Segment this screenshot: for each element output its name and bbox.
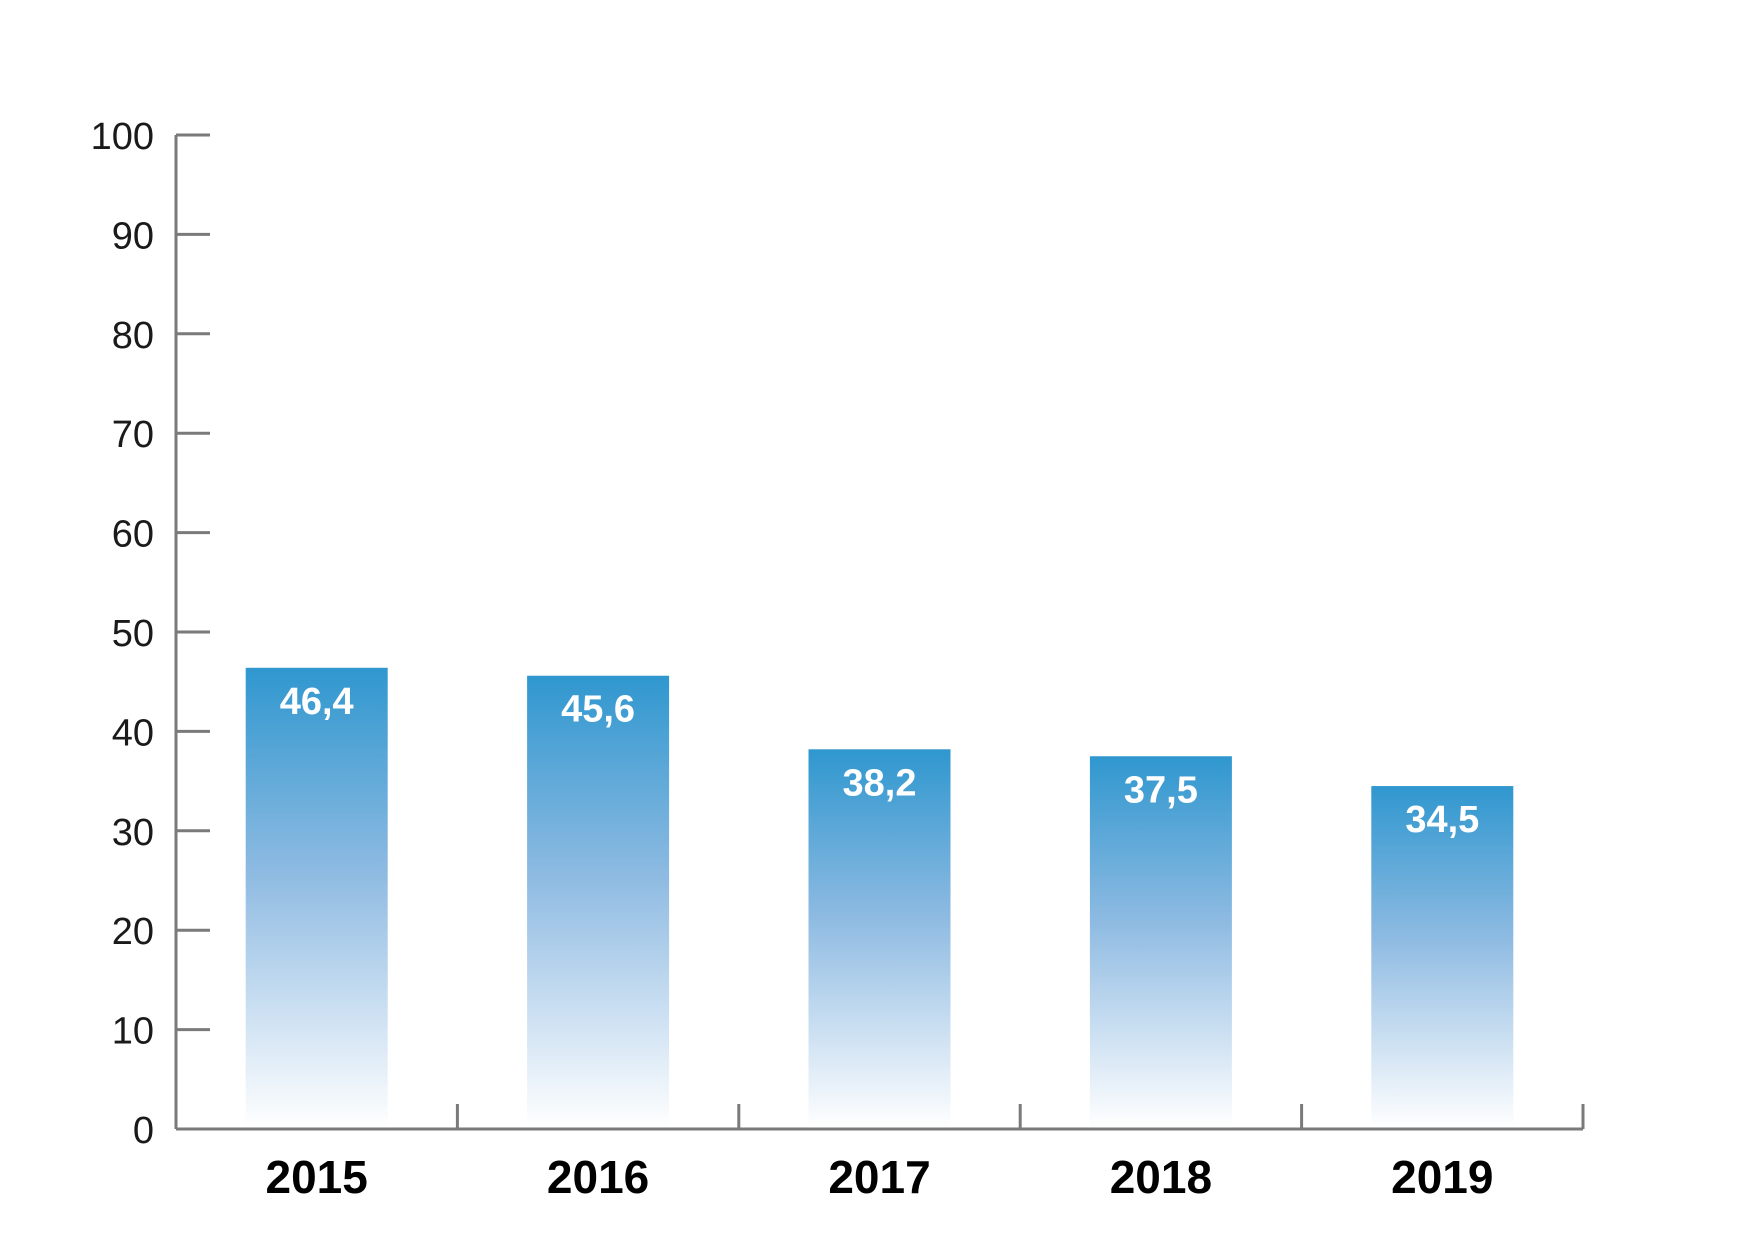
y-tick-label: 50 <box>112 613 154 655</box>
data-label: 46,4 <box>280 681 354 723</box>
y-tick-label: 70 <box>112 414 154 456</box>
bars <box>245 667 1514 1128</box>
data-label: 45,6 <box>561 689 635 731</box>
x-tick-label: 2017 <box>828 1151 930 1203</box>
y-tick-label: 90 <box>112 215 154 257</box>
axes <box>174 133 1585 1131</box>
labels: 0 10 20 30 40 50 60 70 80 90 100 46,4 2015 45,6 2016 38… <box>91 116 1494 1203</box>
x-tick-label: 2018 <box>1110 1151 1212 1203</box>
data-label: 34,5 <box>1405 799 1479 841</box>
y-tick-label: 100 <box>91 116 154 158</box>
data-label: 37,5 <box>1124 769 1198 811</box>
bar <box>808 749 951 1128</box>
y-tick-label: 0 <box>133 1110 154 1152</box>
y-tick-label: 10 <box>112 1011 154 1053</box>
y-tick-label: 40 <box>112 712 154 754</box>
y-tick-label: 80 <box>112 315 154 357</box>
x-tick-label: 2019 <box>1391 1151 1493 1203</box>
bar <box>245 667 388 1128</box>
x-tick-label: 2015 <box>266 1151 368 1203</box>
y-tick-label: 60 <box>112 514 154 556</box>
x-tick-label: 2016 <box>547 1151 649 1203</box>
y-tick-label: 20 <box>112 911 154 953</box>
bar <box>1371 786 1514 1128</box>
bar <box>527 675 670 1128</box>
bar <box>1089 756 1232 1128</box>
data-label: 38,2 <box>843 762 917 804</box>
y-tick-label: 30 <box>112 812 154 854</box>
